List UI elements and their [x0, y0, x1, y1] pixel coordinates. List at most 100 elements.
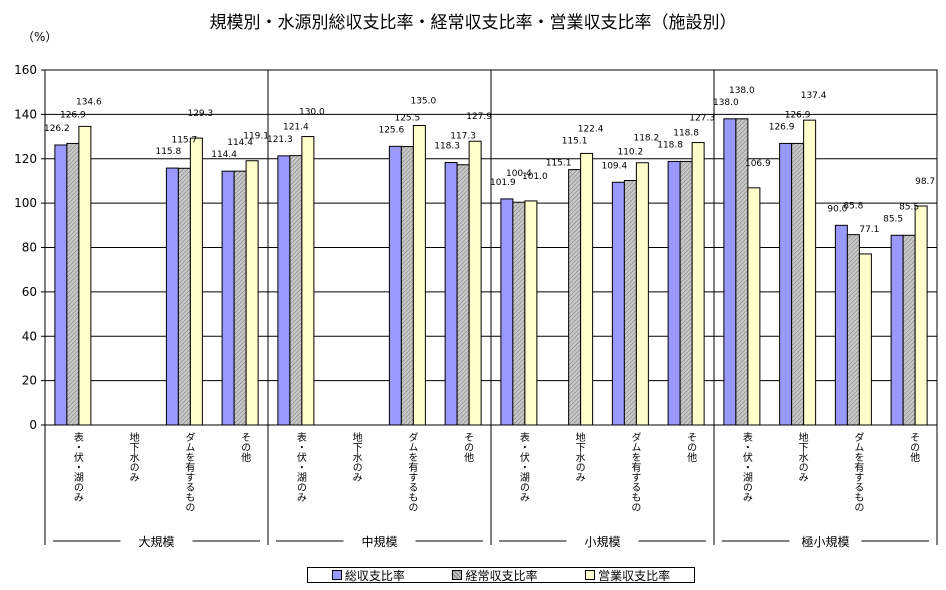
- bar-1: [623, 179, 637, 426]
- legend-swatch-total: [331, 570, 342, 580]
- bar-1: [177, 167, 191, 426]
- data-label: 115.1: [562, 137, 588, 147]
- data-label: 118.8: [657, 140, 683, 150]
- bar-2: [412, 124, 426, 426]
- bar-0: [54, 144, 68, 426]
- category-label: その他: [908, 432, 920, 463]
- data-label: 85.8: [843, 202, 863, 212]
- category-label: その他: [685, 432, 697, 463]
- legend-swatch-ordinary: [452, 570, 463, 580]
- category-label: 表・伏・湖のみ: [294, 431, 306, 502]
- group-label: 中規模: [361, 534, 397, 549]
- bar-1: [902, 234, 916, 426]
- bar-1: [568, 169, 582, 426]
- group-label: 大規模: [138, 534, 174, 549]
- bar-0: [890, 234, 904, 426]
- bar-2: [691, 142, 705, 426]
- bar-0: [667, 160, 681, 426]
- legend-label-ordinary: 経常収支比率: [465, 568, 538, 583]
- data-label: 127.3: [689, 114, 715, 124]
- data-label: 85.5: [899, 202, 919, 212]
- bar-2: [245, 160, 259, 426]
- legend-swatch-operating: [585, 570, 596, 580]
- legend-label-total: 総収支比率: [344, 568, 405, 583]
- y-tick-label: 20: [22, 374, 37, 388]
- bar-1: [456, 164, 470, 426]
- category-label: その他: [239, 432, 251, 463]
- bar-2: [914, 205, 928, 426]
- data-label: 114.4: [211, 150, 237, 160]
- data-label: 125.5: [394, 114, 420, 124]
- data-label: 121.4: [283, 123, 309, 133]
- y-tick-label: 160: [14, 63, 37, 77]
- group-label: 小規模: [584, 534, 620, 549]
- bar-0: [444, 162, 458, 426]
- y-tick-label: 40: [22, 329, 37, 343]
- y-tick-label: 80: [22, 241, 37, 255]
- bar-1: [679, 160, 693, 426]
- bar-1: [66, 142, 80, 426]
- bar-1: [289, 155, 303, 426]
- bar-0: [779, 142, 793, 426]
- bar-2: [468, 140, 482, 426]
- y-axis-unit: （%）: [22, 30, 58, 44]
- bar-1: [512, 201, 526, 426]
- legend-item-total: 総収支比率: [331, 567, 405, 584]
- y-tick-label: 140: [14, 107, 37, 121]
- data-label: 135.0: [410, 96, 436, 106]
- y-tick-label: 0: [29, 418, 37, 432]
- data-label: 126.9: [769, 122, 795, 132]
- group-label: 極小規模: [801, 534, 849, 549]
- data-label: 117.3: [450, 132, 476, 142]
- bar-0: [165, 167, 179, 426]
- data-label: 85.5: [883, 214, 903, 224]
- bar-0: [388, 145, 402, 426]
- data-label: 115.7: [171, 135, 197, 145]
- category-label: 地下水のみ: [796, 431, 808, 482]
- data-label: 138.0: [713, 98, 739, 108]
- bar-1: [400, 146, 414, 426]
- data-label: 114.4: [227, 138, 253, 148]
- data-label: 138.0: [729, 86, 755, 96]
- bar-2: [858, 253, 872, 426]
- bar-1: [233, 170, 247, 426]
- data-label: 106.9: [745, 159, 771, 169]
- bar-0: [723, 118, 737, 426]
- bar-0: [221, 170, 235, 426]
- data-label: 90.0: [827, 204, 847, 214]
- data-label: 126.9: [785, 110, 811, 120]
- category-label: その他: [462, 432, 474, 463]
- data-label: 118.3: [434, 142, 460, 152]
- bar-2: [301, 136, 315, 426]
- bar-2: [78, 125, 92, 426]
- data-label: 101.9: [490, 178, 516, 188]
- data-label: 121.3: [267, 135, 293, 145]
- category-label: 表・伏・湖のみ: [71, 431, 83, 502]
- data-label: 109.4: [601, 161, 627, 171]
- data-label: 118.2: [633, 134, 659, 144]
- bar-2: [803, 119, 817, 426]
- legend: 総収支比率 経常収支比率 営業収支比率: [307, 567, 695, 583]
- bar-0: [500, 198, 514, 426]
- data-label: 126.2: [44, 124, 70, 134]
- legend-item-ordinary: 経常収支比率: [452, 567, 537, 584]
- data-label: 118.8: [673, 128, 699, 138]
- category-label: ダムを有するもの: [629, 432, 641, 512]
- bar-0: [834, 224, 848, 426]
- data-label: 122.4: [578, 124, 604, 134]
- data-label: 125.6: [378, 125, 404, 135]
- data-label: 119.1: [243, 132, 269, 142]
- data-label: 127.9: [466, 112, 492, 122]
- legend-label-operating: 営業収支比率: [598, 568, 671, 583]
- bar-1: [846, 234, 860, 426]
- chart-title: 規模別・水源別総収支比率・経常収支比率・営業収支比率（施設別）: [209, 13, 737, 33]
- data-label: 77.1: [859, 225, 879, 235]
- bar-0: [611, 181, 625, 426]
- data-label: 115.8: [155, 147, 181, 157]
- category-label: 地下水のみ: [127, 431, 139, 482]
- bar-2: [635, 162, 649, 426]
- bar-2: [524, 200, 538, 426]
- data-label: 137.4: [801, 91, 827, 101]
- bar-0: [277, 155, 291, 426]
